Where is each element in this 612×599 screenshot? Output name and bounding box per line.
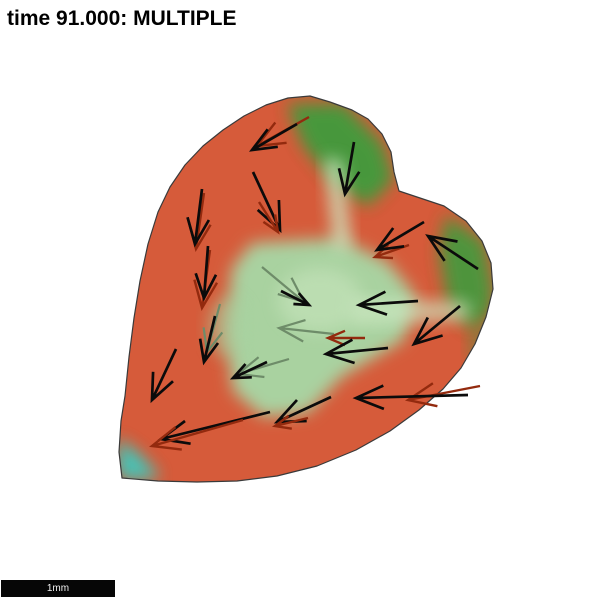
velocity-arrows <box>149 115 481 451</box>
region-dark-green-top <box>287 103 394 206</box>
velocity-arrow-black <box>229 360 268 380</box>
velocity-arrow-red <box>149 418 244 451</box>
velocity-arrow-black <box>248 122 298 152</box>
velocity-arrow-black <box>198 315 220 366</box>
velocity-arrow-black <box>425 234 479 271</box>
velocity-arrow-red <box>404 382 481 408</box>
velocity-arrow-black <box>150 348 178 404</box>
velocity-arrow-black <box>322 338 389 365</box>
velocity-arrow-black <box>411 304 461 347</box>
velocity-arrow-black <box>186 188 211 248</box>
velocity-arrow-black <box>374 220 425 252</box>
region-light-band-right <box>352 298 470 326</box>
velocity-arrow-red <box>257 201 280 235</box>
velocity-arrow-red <box>324 329 365 347</box>
velocity-arrow-sage <box>276 319 335 343</box>
plot-title: time 91.000: MULTIPLE <box>7 7 237 30</box>
region-dark-green-right-edge <box>468 323 492 367</box>
velocity-arrow-red <box>271 414 309 430</box>
velocity-arrow-black <box>337 141 361 198</box>
velocity-arrow-black <box>280 289 313 307</box>
region-light-streak-top <box>324 158 352 250</box>
scale-bar-label: 1mm <box>46 582 70 594</box>
region-cyan-tip <box>119 438 160 480</box>
velocity-arrow-black <box>194 245 218 302</box>
region-light-center-spot <box>278 268 362 332</box>
velocity-arrow-black <box>355 290 419 316</box>
domain-outline <box>118 95 494 483</box>
velocity-arrow-black <box>352 384 469 411</box>
scale-bar: 1mm <box>1 580 115 597</box>
region-dark-green-right <box>439 215 493 330</box>
